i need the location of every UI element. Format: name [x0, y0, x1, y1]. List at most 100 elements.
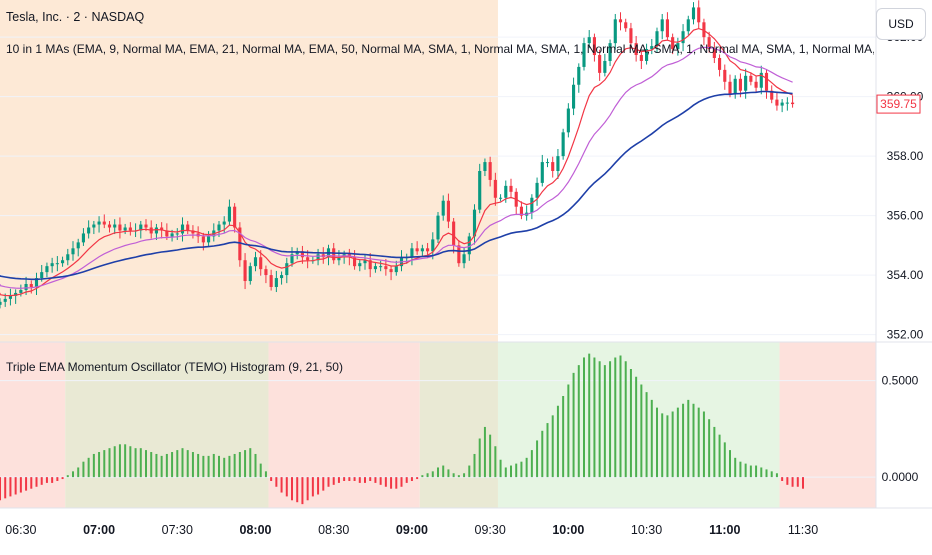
- candle: [681, 24, 685, 52]
- candle: [770, 85, 774, 104]
- candle-body: [34, 278, 39, 287]
- candle: [566, 103, 570, 138]
- candle: [780, 99, 784, 113]
- candle: [618, 12, 623, 31]
- time-tick-label: 11:30: [788, 523, 818, 537]
- candle-body: [592, 37, 596, 56]
- candle: [665, 12, 669, 41]
- candle: [233, 203, 237, 233]
- last-price-box: [876, 94, 921, 114]
- oscillator-background: [65, 342, 269, 508]
- candle: [87, 220, 91, 239]
- candle-body: [603, 60, 607, 73]
- time-tick-label: 09:00: [396, 523, 428, 537]
- candle: [577, 63, 581, 93]
- candle-body: [353, 257, 357, 267]
- candle: [639, 51, 643, 69]
- candle: [66, 248, 70, 266]
- candle-body: [572, 84, 576, 109]
- candle: [759, 65, 763, 95]
- currency-button[interactable]: USD: [876, 8, 926, 40]
- symbol-title[interactable]: Tesla, Inc. · 2 · NASDAQ: [6, 10, 145, 24]
- candle-body: [556, 156, 560, 171]
- candle: [55, 256, 59, 272]
- candle: [61, 256, 65, 267]
- session-background: [0, 0, 498, 342]
- candle-body: [19, 289, 23, 293]
- candle-body: [759, 72, 763, 88]
- candle-body: [280, 275, 284, 279]
- candle-body: [723, 69, 727, 82]
- candle-body: [55, 263, 59, 265]
- candle: [582, 37, 586, 71]
- candle-body: [165, 230, 169, 237]
- candle: [285, 257, 289, 284]
- candle: [394, 260, 398, 276]
- candle-body: [160, 227, 164, 231]
- candle: [749, 72, 753, 86]
- candle: [686, 15, 690, 35]
- candle-body: [499, 197, 503, 199]
- candle-body: [269, 275, 273, 287]
- candle-body: [40, 272, 44, 279]
- candle: [34, 272, 39, 296]
- candle-body: [707, 37, 711, 50]
- candle-body: [728, 81, 732, 94]
- candle-body: [686, 19, 690, 32]
- candle-body: [3, 298, 7, 302]
- candle: [415, 241, 419, 255]
- candle-body: [123, 227, 127, 231]
- candle: [368, 253, 372, 278]
- candle: [535, 177, 539, 206]
- candle-body: [676, 43, 680, 50]
- candle-body: [712, 49, 716, 58]
- candle: [472, 204, 477, 245]
- candle: [191, 225, 195, 239]
- candle: [556, 148, 560, 180]
- candle-body: [144, 224, 148, 228]
- candle-body: [201, 236, 205, 243]
- candles: [0, 0, 795, 309]
- candle-body: [97, 221, 101, 225]
- candle-body: [691, 7, 696, 20]
- candle-body: [76, 242, 80, 249]
- candle: [253, 251, 258, 272]
- candle-body: [306, 257, 310, 261]
- candle: [207, 231, 211, 246]
- candle: [707, 31, 711, 53]
- candle-body: [394, 266, 398, 273]
- candle: [14, 289, 18, 304]
- candle: [728, 74, 732, 98]
- candle: [572, 77, 576, 116]
- candle-body: [697, 7, 701, 23]
- candle: [764, 69, 769, 99]
- candle-body: [483, 162, 487, 171]
- candle-body: [462, 254, 466, 264]
- candle-body: [446, 200, 450, 222]
- candle-body: [379, 266, 383, 268]
- candle-body: [233, 206, 237, 228]
- candle-body: [472, 209, 477, 237]
- time-tick-label: 10:00: [552, 523, 584, 537]
- candle-body: [770, 90, 774, 100]
- last-price-label: 359.75: [880, 97, 917, 111]
- candle-body: [441, 200, 445, 216]
- ma-line-ema21: [0, 46, 793, 289]
- candle: [561, 128, 565, 160]
- ma-indicator-legend[interactable]: 10 in 1 MAs (EMA, 9, Normal MA, EMA, 21,…: [6, 42, 874, 56]
- candle: [457, 239, 461, 267]
- candle-body: [780, 102, 784, 106]
- candle: [76, 238, 80, 257]
- candle: [92, 220, 96, 235]
- candle-body: [87, 227, 91, 234]
- candle-body: [363, 260, 367, 264]
- candle-body: [81, 233, 85, 243]
- price-tick-label: 352.00: [887, 328, 924, 342]
- candle: [274, 270, 278, 293]
- candle-body: [545, 162, 550, 164]
- ma-line-ema50: [0, 90, 793, 281]
- oscillator-legend[interactable]: Triple EMA Momentum Oscillator (TEMO) Hi…: [6, 360, 343, 374]
- time-tick-label: 08:30: [318, 523, 349, 537]
